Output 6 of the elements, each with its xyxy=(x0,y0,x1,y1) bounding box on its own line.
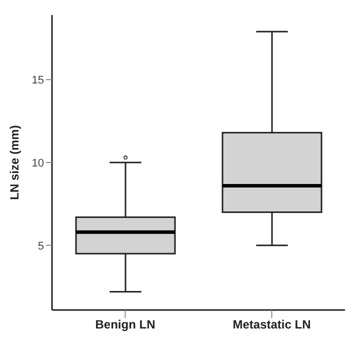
x-tick-label: Metastatic LN xyxy=(232,318,311,332)
y-tick-label: 15 xyxy=(32,74,44,87)
y-axis-title: LN size (mm) xyxy=(7,125,22,200)
y-tick-label: 10 xyxy=(32,157,44,170)
y-tick-label: 5 xyxy=(38,240,44,252)
x-tick-label: Benign LN xyxy=(95,318,156,332)
